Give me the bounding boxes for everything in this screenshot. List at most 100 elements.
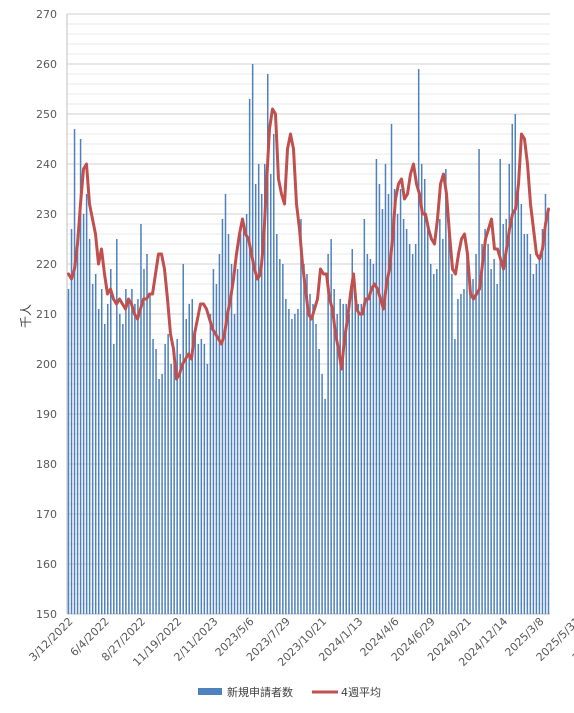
bar <box>363 219 366 614</box>
y-tick-label: 180 <box>36 458 57 471</box>
bar <box>103 324 106 614</box>
bar <box>116 239 118 614</box>
bar <box>330 239 332 614</box>
bar <box>390 124 393 614</box>
bar <box>254 184 257 614</box>
bar <box>137 299 139 614</box>
bar <box>535 264 538 614</box>
bar <box>194 329 197 614</box>
bar <box>179 354 181 614</box>
bar <box>336 314 338 614</box>
x-tick-label: 3/12/2022 <box>27 615 76 664</box>
bar <box>396 214 399 614</box>
bar <box>242 229 245 614</box>
bar <box>113 344 115 614</box>
y-axis-label: 千人 <box>19 304 33 328</box>
bar <box>91 284 94 614</box>
bar <box>442 239 444 614</box>
bar <box>88 239 91 614</box>
bar <box>414 244 417 614</box>
bar <box>466 254 468 614</box>
bar <box>245 214 248 614</box>
bar <box>260 194 263 614</box>
bar <box>423 179 426 614</box>
bar <box>436 269 438 614</box>
y-tick-label: 270 <box>36 8 57 21</box>
bar <box>170 364 172 614</box>
y-tick-label: 190 <box>36 408 57 421</box>
bar <box>73 129 76 614</box>
bar <box>523 234 526 614</box>
bar <box>384 164 387 614</box>
bar <box>351 249 354 614</box>
bar <box>239 234 242 614</box>
bar <box>399 189 402 614</box>
bar <box>541 229 544 614</box>
bar <box>481 244 483 614</box>
y-tick-label: 160 <box>36 558 57 571</box>
y-tick-label: 230 <box>36 208 57 221</box>
bar <box>420 164 423 614</box>
bar <box>475 254 477 614</box>
bar <box>134 304 136 614</box>
bar <box>128 299 130 614</box>
bar <box>76 234 79 614</box>
bar <box>191 299 194 614</box>
bar <box>167 334 169 614</box>
bar <box>324 399 326 614</box>
bar <box>508 164 511 614</box>
bar <box>490 269 492 614</box>
bar <box>218 254 221 614</box>
bar <box>152 339 154 614</box>
bar <box>100 289 103 614</box>
bar <box>161 374 163 614</box>
bar <box>357 304 360 614</box>
bar <box>538 259 541 614</box>
bar <box>119 314 121 614</box>
line-series <box>67 107 550 381</box>
legend: 新規申請者数 4週平均 <box>198 685 381 699</box>
bar <box>70 229 73 614</box>
bar <box>224 194 227 614</box>
bar <box>306 274 308 614</box>
bar <box>227 234 230 614</box>
bar <box>188 304 191 614</box>
bar <box>270 174 272 614</box>
bar <box>375 159 378 614</box>
bar <box>408 244 411 614</box>
moving-average-line <box>67 107 550 381</box>
bar <box>82 214 85 614</box>
bar <box>457 299 459 614</box>
bar <box>312 304 314 614</box>
bar <box>532 274 535 614</box>
bar <box>360 304 363 614</box>
bar <box>110 269 112 614</box>
bar <box>164 344 166 614</box>
bar <box>402 219 405 614</box>
bar <box>405 229 408 614</box>
bar <box>378 184 381 614</box>
bar <box>143 269 145 614</box>
bar <box>454 339 456 614</box>
y-tick-label: 150 <box>36 608 57 621</box>
bar <box>463 289 465 614</box>
bar <box>315 324 317 614</box>
bar <box>233 314 236 614</box>
bar <box>333 289 335 614</box>
bar <box>448 229 450 614</box>
bar <box>297 309 299 614</box>
bar <box>257 164 260 614</box>
y-axis-ticks: 150 160 170 180 190 200 210 220 230 240 250 260 270 <box>36 8 57 621</box>
bar <box>79 139 82 614</box>
bar <box>288 309 290 614</box>
bar <box>209 314 212 614</box>
bar <box>251 64 254 614</box>
y-tick-label: 200 <box>36 358 57 371</box>
bar <box>300 219 302 614</box>
bar <box>366 254 369 614</box>
bar <box>544 194 547 614</box>
bar <box>285 299 287 614</box>
bar <box>327 254 329 614</box>
bar <box>309 294 311 614</box>
y-tick-label: 210 <box>36 308 57 321</box>
